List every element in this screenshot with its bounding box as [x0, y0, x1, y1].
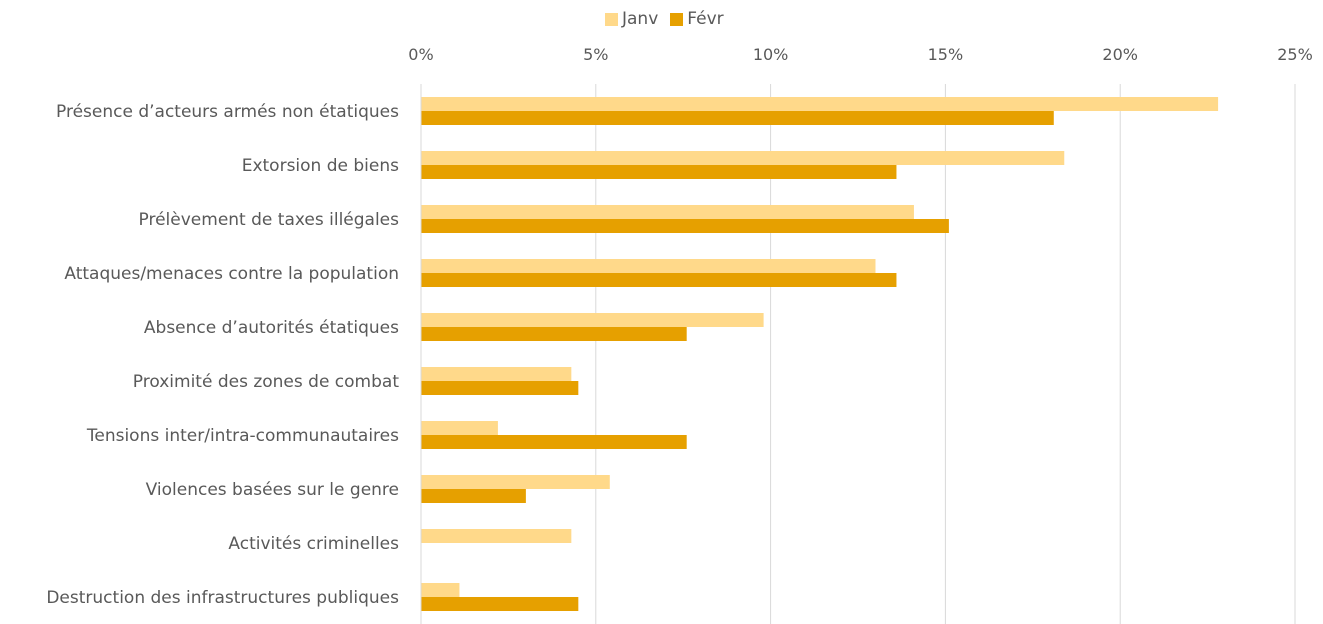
- bar-fevr: [421, 165, 897, 179]
- bar-janv: [421, 151, 1065, 165]
- legend-label-fevr: Févr: [687, 9, 724, 29]
- category-label: Destruction des infrastructures publique…: [46, 588, 399, 608]
- legend-label-janv: Janv: [622, 9, 659, 29]
- bar-janv: [421, 367, 572, 381]
- category-label: Absence d’autorités étatiques: [144, 318, 399, 338]
- bar-fevr: [421, 489, 526, 503]
- category-label: Tensions inter/intra-communautaires: [86, 426, 399, 446]
- bar-fevr: [421, 327, 687, 341]
- bar-janv: [421, 205, 914, 219]
- x-tick-label: 15%: [928, 45, 964, 64]
- bar-janv: [421, 97, 1219, 111]
- bar-janv: [421, 475, 610, 489]
- bar-janv: [421, 259, 876, 273]
- legend-item-fevr: Févr: [670, 9, 724, 29]
- bar-janv: [421, 421, 498, 435]
- x-tick-label: 25%: [1277, 45, 1313, 64]
- x-tick-label: 0%: [408, 45, 433, 64]
- category-label: Proximité des zones de combat: [133, 372, 400, 392]
- category-label: Attaques/menaces contre la population: [64, 264, 399, 284]
- category-label: Violences basées sur le genre: [146, 480, 399, 500]
- x-tick-label: 10%: [753, 45, 789, 64]
- bar-fevr: [421, 435, 687, 449]
- legend-swatch-janv: [605, 12, 618, 26]
- legend-item-janv: Janv: [605, 9, 658, 29]
- bar-janv: [421, 529, 572, 543]
- chart-legend: Janv Févr: [605, 9, 736, 29]
- x-tick-label: 20%: [1102, 45, 1138, 64]
- category-label: Prélèvement de taxes illégales: [139, 210, 400, 230]
- bar-janv: [421, 583, 460, 597]
- category-label: Présence d’acteurs armés non étatiques: [56, 102, 399, 122]
- bar-fevr: [421, 381, 579, 395]
- bar-janv: [421, 313, 764, 327]
- category-label: Activités criminelles: [228, 534, 399, 554]
- bar-fevr: [421, 111, 1054, 125]
- legend-swatch-fevr: [670, 12, 684, 26]
- x-tick-label: 5%: [583, 45, 608, 64]
- bar-fevr: [421, 219, 949, 233]
- bar-fevr: [421, 597, 579, 611]
- category-label: Extorsion de biens: [242, 156, 399, 176]
- bar-fevr: [421, 273, 897, 287]
